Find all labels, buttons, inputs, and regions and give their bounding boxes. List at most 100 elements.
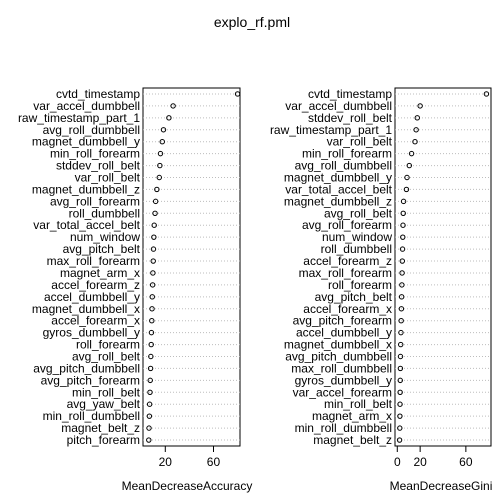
variable-label: magnet_dumbbell_x (284, 338, 392, 352)
variable-label: stddev_roll_belt (56, 159, 141, 173)
importance-point (151, 222, 157, 228)
variable-label: var_accel_forearm (293, 385, 392, 399)
variable-label: avg_pitch_forearm (41, 373, 140, 387)
importance-point (152, 198, 159, 205)
importance-point (170, 103, 176, 109)
importance-point (146, 413, 153, 419)
variable-label: accel_dumbbell_y (296, 326, 392, 340)
variable-label: var_total_accel_belt (285, 182, 392, 196)
importance-point (166, 115, 172, 121)
importance-point (399, 270, 405, 276)
importance-point (147, 365, 154, 372)
variable-label: accel_forearm_x (51, 314, 140, 328)
variable-label: roll_forearm (76, 338, 140, 352)
variable-label: magnet_belt_z (313, 433, 392, 447)
importance-point (398, 306, 405, 312)
variable-label: avg_pitch_dumbbell (33, 361, 140, 375)
figure-title: explo_rf.pml (214, 14, 290, 30)
variable-label: min_roll_dumbbell (295, 421, 392, 435)
importance-point (159, 139, 165, 145)
variable-label: avg_roll_dumbbell (43, 123, 140, 137)
variable-label: cvtd_timestamp (56, 87, 140, 101)
variable-label: avg_roll_forearm (302, 218, 392, 232)
variable-label: roll_dumbbell (69, 206, 140, 220)
importance-point (399, 246, 406, 252)
importance-point (400, 222, 406, 228)
importance-point (398, 294, 405, 300)
variable-label: avg_roll_forearm (50, 194, 140, 208)
variable-label: min_roll_belt (72, 385, 141, 399)
importance-point (412, 139, 418, 145)
importance-point (397, 413, 403, 419)
importance-point (398, 341, 404, 348)
variable-label: magnet_arm_x (312, 409, 392, 423)
variable-label: avg_pitch_belt (63, 242, 141, 256)
variable-label: raw_timestamp_part_1 (18, 111, 140, 125)
importance-point (400, 210, 406, 217)
variable-label: magnet_arm_x (60, 266, 140, 280)
variable-label: min_roll_dumbbell (43, 409, 140, 423)
variable-label: avg_pitch_dumbbell (285, 350, 392, 364)
importance-point (399, 282, 405, 288)
importance-point (417, 103, 423, 109)
x-tick-label: 20 (413, 455, 427, 469)
variable-label: accel_dumbbell_y (44, 290, 140, 304)
variable-label: magnet_dumbbell_z (284, 194, 392, 208)
importance-point (146, 437, 152, 443)
x-tick-label: 60 (459, 455, 473, 469)
importance-point (146, 425, 152, 431)
variable-label: avg_roll_dumbbell (295, 159, 392, 173)
variable-label: roll_forearm (328, 278, 392, 292)
variable-label: min_roll_belt (324, 397, 393, 411)
importance-point (413, 127, 419, 133)
variable-label: var_roll_belt (75, 171, 141, 185)
importance-point (154, 186, 160, 193)
importance-point (397, 389, 403, 395)
importance-point (404, 174, 410, 181)
variable-label: avg_pitch_belt (315, 290, 393, 304)
variable-label: avg_roll_belt (324, 206, 393, 220)
importance-point (151, 234, 157, 240)
importance-point (400, 198, 407, 205)
importance-point (483, 91, 490, 97)
importance-point (397, 377, 403, 384)
importance-point (160, 127, 167, 133)
variable-label: magnet_belt_z (61, 421, 140, 435)
variable-label: num_window (70, 230, 140, 244)
importance-point (397, 353, 404, 360)
variable-label: roll_dumbbell (321, 242, 392, 256)
variable-label: var_accel_dumbbell (285, 99, 392, 113)
variable-label: var_accel_dumbbell (33, 99, 140, 113)
variable-label: accel_forearm_x (303, 302, 392, 316)
importance-point (414, 115, 420, 121)
variable-label: var_roll_belt (327, 135, 393, 149)
importance-point (397, 365, 404, 372)
importance-point (234, 91, 241, 97)
gini-panel: cvtd_timestampvar_accel_dumbbellstddev_r… (270, 87, 492, 493)
variable-label: magnet_dumbbell_z (32, 182, 140, 196)
variable-label: cvtd_timestamp (308, 87, 392, 101)
importance-point (149, 306, 155, 312)
importance-point (157, 150, 164, 157)
variable-label: max_roll_dumbbell (291, 361, 392, 375)
variable-label: min_roll_forearm (50, 147, 140, 161)
importance-point (149, 318, 155, 324)
importance-point (152, 210, 158, 217)
importance-point (147, 377, 153, 384)
importance-point (150, 258, 156, 264)
variable-label: gyros_dumbbell_y (295, 373, 392, 387)
variable-label: avg_pitch_forearm (293, 314, 392, 328)
importance-point (398, 329, 404, 336)
variable-label: avg_roll_belt (72, 350, 141, 364)
importance-point (148, 341, 154, 348)
variable-label: avg_yaw_belt (67, 397, 141, 411)
variable-label: var_total_accel_belt (33, 218, 140, 232)
variable-label: accel_forearm_z (51, 278, 140, 292)
x-tick-label: 0 (394, 455, 401, 469)
importance-point (403, 186, 410, 193)
importance-point (148, 353, 154, 360)
importance-point (399, 258, 406, 264)
importance-point (408, 150, 415, 157)
importance-point (149, 282, 156, 288)
